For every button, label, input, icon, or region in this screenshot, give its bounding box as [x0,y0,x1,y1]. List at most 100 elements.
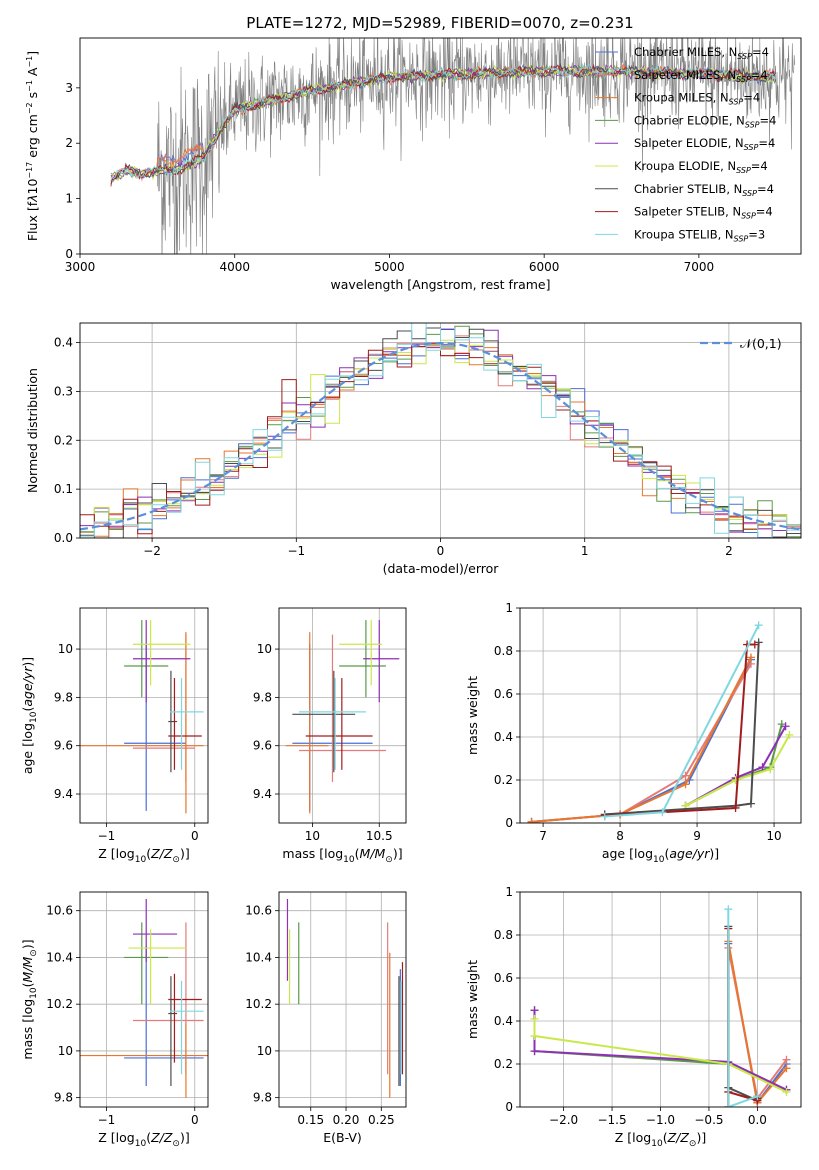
axes-frame [79,607,209,824]
series-chabrier-miles [531,659,752,823]
y-tick-label: 0 [505,816,513,830]
errorbar-chabrier-miles [124,644,186,811]
x-tick-label: 0.15 [297,1113,324,1127]
y-tick-label: 9.6 [253,739,272,753]
x-tick-label: 0.0 [748,1113,767,1127]
marker-salpeter-elodie [781,722,790,731]
panel-age_vs_Z: −1 0 9.4 9.6 9.8 10 Z [log10(Z/Z⊙)] age [log10(… [20,607,209,865]
errorbar-salpeter-stelib [168,973,202,1063]
y-tick-label: 9.4 [54,787,73,801]
histogram-salpeter-stelib [80,342,801,538]
errorbar-kroupa-stelib [170,980,204,1075]
x-tick-label: 6000 [529,260,560,274]
y-tick-label: 1 [505,601,513,615]
y-axis-label: mass weight [465,676,480,755]
y-tick-label: 10.6 [245,904,272,918]
panel-spectrum: 3000 4000 5000 6000 7000 0 1 2 3 wavelength [Angs… [25,14,802,292]
errorbar-salpeter-miles [299,634,386,782]
errorbar-kroupa-stelib [299,678,366,770]
plot-area [80,323,801,538]
marker-kroupa-miles [782,1064,791,1073]
marker-salpeter-elodie [530,1047,539,1056]
x-tick-label: −1 [98,1113,116,1127]
y-axis-label: mass [log10(M/M⊙)] [20,939,39,1059]
marker-kroupa-elodie [530,1014,539,1023]
series-kroupa-miles [531,657,752,823]
axes-frame [278,891,407,1108]
y-tick-label: 10.4 [46,950,73,964]
y-tick-label: 3 [65,81,73,95]
errorbar-chabrier-stelib [168,670,178,773]
y-axis-label: Normed distribution [25,368,40,493]
y-tick-label: 0.6 [494,687,513,701]
x-tick-label: 0 [437,544,445,558]
y-tick-label: 0.2 [54,433,73,447]
x-axis-label: (data-model)/error [383,561,500,576]
axes-frame [519,607,802,824]
errorbar-salpeter-miles [132,922,204,1075]
x-tick-label: 7 [539,829,547,843]
errorbar-chabrier-stelib [168,976,178,1086]
legend-entry: Kroupa ELODIE, NSSP=4 [634,159,768,175]
y-tick-label: 0 [505,1100,513,1114]
marker-salpeter-elodie [758,763,767,772]
y-tick-label: 0.0 [54,531,73,545]
y-tick-label: 10 [58,1044,73,1058]
errorbar-chabrier-miles [124,945,204,1086]
x-tick-label: 9 [693,829,701,843]
x-axis-label: Z [log10(Z/Z⊙)] [98,846,189,865]
marker-kroupa-stelib [724,905,733,914]
y-tick-label: 9.8 [54,690,73,704]
axes-frame [79,891,209,1108]
y-axis-label: Flux [fλ10−17 erg cm−2 s−1 A−1] [25,51,40,241]
series-kroupa-elodie [533,1018,787,1093]
errorbar-salpeter-stelib [168,678,202,770]
y-axis-label: age [log10(age/yr)] [20,657,39,774]
x-tick-label: −1 [98,829,116,843]
panel-mass_vs_EBV: 0.15 0.20 0.25 9.8 10 10.2 10.4 10.6 E(B-V) [245,891,407,1145]
plot-area [279,892,406,1107]
chart-title: PLATE=1272, MJD=52989, FIBERID=0070, z=0… [246,14,633,32]
marker-kroupa-stelib [600,812,609,821]
y-tick-label: 10 [257,642,272,656]
y-tick-label: 0.4 [494,730,513,744]
errorbar-kroupa-stelib [170,678,204,770]
marker-salpeter-miles [782,1055,791,1064]
legend-entry: Chabrier STELIB, NSSP=4 [634,182,774,198]
x-axis-label: age [log10(age/yr)] [602,846,719,865]
marker-kroupa-elodie [785,730,794,739]
plot-area [80,608,208,823]
x-tick-label: 7000 [684,260,715,274]
y-tick-label: 10.4 [245,950,272,964]
plot-area [80,892,208,1107]
histogram-kroupa-stelib [80,323,801,538]
errorbar-kroupa-elodie [128,929,186,1005]
x-axis-label: mass [log10(M/M⊙)] [282,846,402,865]
x-tick-label: −0.5 [694,1113,723,1127]
y-tick-label: 10.2 [46,997,73,1011]
legend-entry: 𝒩(0,1) [740,336,782,351]
marker-kroupa-stelib [753,1092,762,1101]
x-tick-label: 2 [725,544,733,558]
marker-salpeter-stelib [750,640,759,649]
normal-curve [80,341,801,531]
y-tick-label: 9.6 [54,739,73,753]
x-axis-label: wavelength [Angstrom, rest frame] [330,277,550,292]
y-tick-label: 10.6 [46,904,73,918]
y-tick-label: 0.3 [54,384,73,398]
x-tick-label: 8 [616,829,624,843]
x-axis-label: Z [log10(Z/Z⊙)] [615,1130,706,1149]
marker-kroupa-elodie [766,765,775,774]
marker-kroupa-stelib [754,621,763,630]
errorbar-kroupa-miles [80,1022,208,1098]
x-tick-label: 0 [191,1113,199,1127]
marker-kroupa-miles [746,653,755,662]
panel-mass_vs_Z: −1 0 9.8 10 10.2 10.4 10.6 Z [log10(Z/Z⊙)] mass … [20,891,209,1149]
errorbar-chabrier-stelib [292,670,356,773]
y-tick-label: 0.4 [54,336,73,350]
y-tick-label: 9.4 [253,787,272,801]
y-tick-label: 0.8 [494,644,513,658]
legend-entry: Kroupa STELIB, NSSP=3 [634,227,765,243]
x-tick-label: 10.5 [366,829,393,843]
x-tick-label: 0 [191,829,199,843]
